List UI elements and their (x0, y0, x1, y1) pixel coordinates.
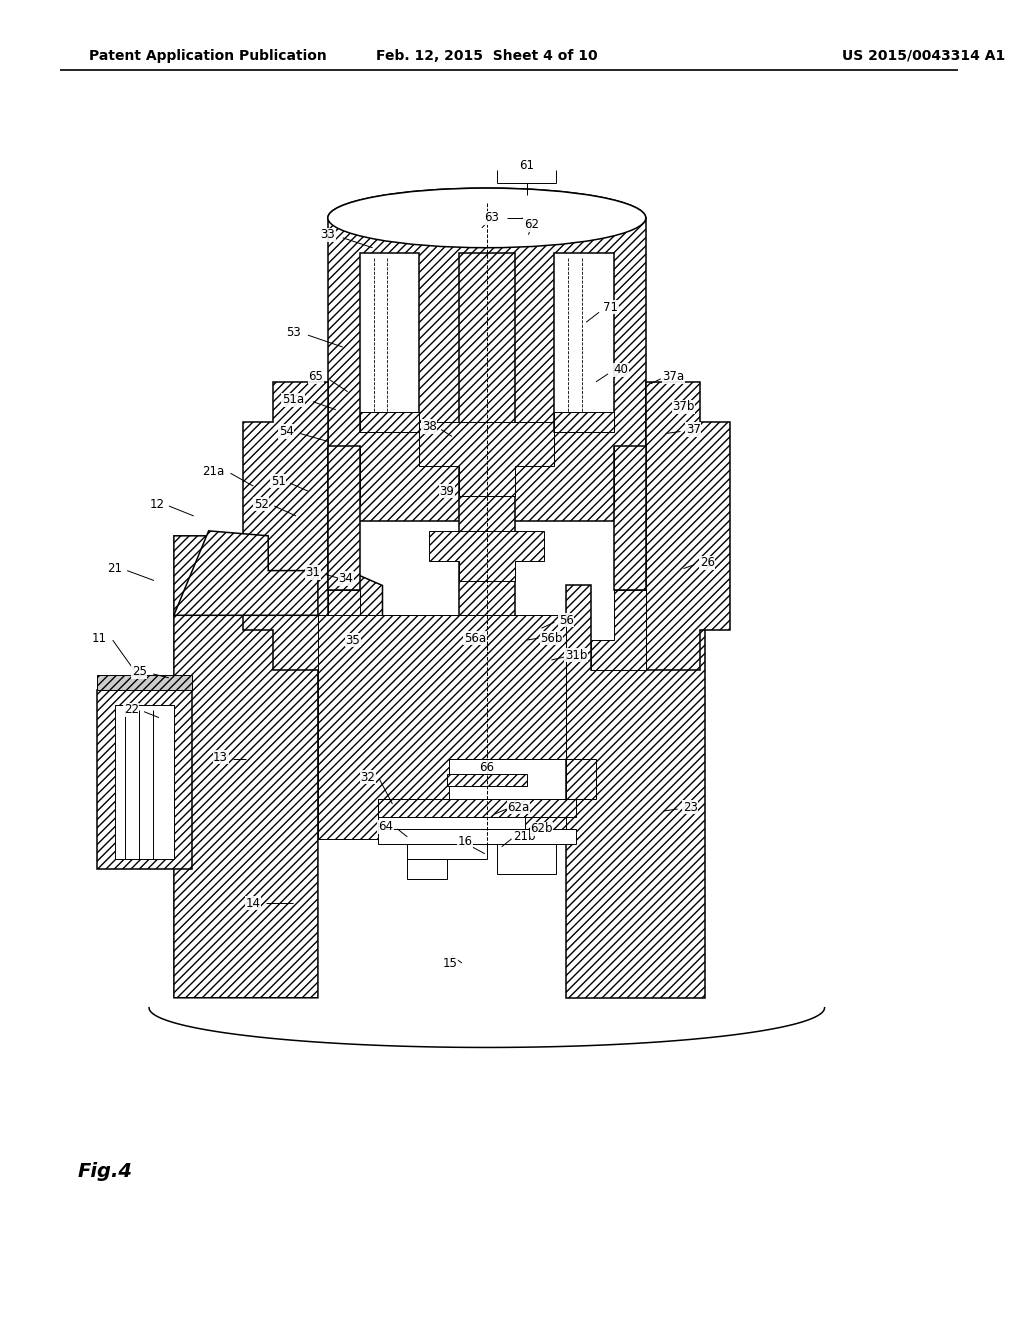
Text: 56: 56 (559, 614, 573, 627)
Bar (554, 252, 614, 432)
Text: 26: 26 (699, 556, 715, 569)
Text: 40: 40 (613, 363, 629, 376)
Text: 39: 39 (439, 484, 455, 498)
Text: 62: 62 (524, 218, 539, 231)
Text: US 2015/0043314 A1: US 2015/0043314 A1 (843, 49, 1006, 63)
Polygon shape (328, 590, 383, 671)
Ellipse shape (328, 189, 646, 248)
Text: 66: 66 (479, 760, 495, 774)
Text: 34: 34 (338, 572, 353, 585)
Bar (116, 705, 174, 859)
Bar (408, 843, 486, 859)
Text: 25: 25 (132, 665, 146, 678)
Text: 53: 53 (286, 326, 300, 339)
Text: 65: 65 (308, 371, 324, 383)
Text: 13: 13 (213, 751, 228, 764)
Text: 52: 52 (254, 498, 268, 511)
Bar (447, 775, 526, 787)
Polygon shape (317, 615, 596, 838)
Polygon shape (419, 421, 554, 496)
Text: 23: 23 (683, 800, 698, 813)
Text: 63: 63 (484, 211, 500, 224)
Text: 11: 11 (92, 632, 106, 644)
Text: 21b: 21b (513, 830, 536, 843)
Polygon shape (614, 446, 646, 590)
Polygon shape (174, 531, 317, 615)
Text: 21a: 21a (203, 465, 224, 478)
Text: 21: 21 (106, 562, 122, 576)
Text: 12: 12 (150, 498, 165, 511)
Polygon shape (591, 590, 646, 671)
Text: 62a: 62a (508, 800, 529, 813)
Bar (497, 843, 556, 874)
Polygon shape (429, 531, 545, 581)
Text: 33: 33 (321, 228, 335, 242)
Text: 62b: 62b (530, 822, 553, 836)
Polygon shape (97, 690, 191, 869)
Text: 64: 64 (378, 821, 393, 833)
Polygon shape (244, 381, 328, 671)
Polygon shape (646, 381, 730, 671)
Bar (408, 859, 447, 879)
Text: 51a: 51a (282, 393, 304, 407)
Polygon shape (328, 446, 359, 590)
Polygon shape (566, 586, 706, 998)
Text: 16: 16 (458, 836, 472, 849)
Polygon shape (328, 189, 646, 218)
Text: 51: 51 (270, 475, 286, 487)
Polygon shape (150, 1007, 824, 1048)
Text: 38: 38 (422, 420, 436, 433)
Text: 37a: 37a (663, 371, 685, 383)
Text: 37: 37 (686, 422, 700, 436)
Text: 37b: 37b (673, 400, 694, 413)
Text: 56b: 56b (541, 632, 562, 644)
Text: 35: 35 (345, 634, 360, 647)
Bar (378, 799, 577, 817)
Bar (554, 412, 614, 432)
Text: 56a: 56a (464, 632, 486, 644)
Text: 61: 61 (519, 158, 535, 172)
Polygon shape (459, 252, 515, 759)
Text: 22: 22 (124, 704, 138, 717)
Text: 54: 54 (279, 425, 294, 438)
Bar (378, 829, 577, 843)
Text: 14: 14 (246, 896, 261, 909)
Text: 15: 15 (442, 957, 458, 969)
Text: 71: 71 (603, 301, 618, 314)
Text: Fig.4: Fig.4 (78, 1162, 132, 1181)
Text: 32: 32 (360, 771, 375, 784)
Text: 31b: 31b (565, 648, 588, 661)
Text: Feb. 12, 2015  Sheet 4 of 10: Feb. 12, 2015 Sheet 4 of 10 (376, 49, 598, 63)
Bar (359, 252, 419, 432)
Polygon shape (174, 536, 383, 998)
Text: Patent Application Publication: Patent Application Publication (89, 49, 327, 63)
Text: 31: 31 (305, 566, 321, 579)
Bar (97, 675, 191, 690)
Polygon shape (328, 218, 646, 521)
Bar (359, 412, 419, 432)
